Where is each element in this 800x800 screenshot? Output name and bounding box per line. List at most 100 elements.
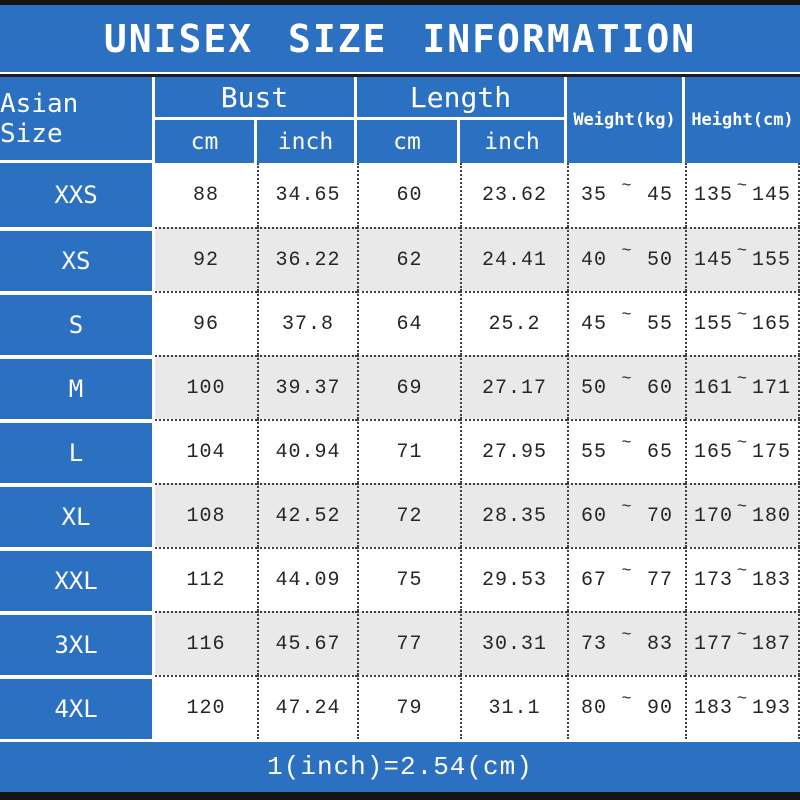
table-header: Asian Size Bust Length Weight(kg) Height… bbox=[0, 77, 800, 163]
tilde: ~ bbox=[736, 625, 749, 645]
weight-range-cell: 55 ~ 65 bbox=[567, 419, 685, 483]
size-cell: XS bbox=[0, 227, 155, 291]
height-max: 183 bbox=[751, 568, 791, 592]
table-row-m: M 100 39.37 69 27.17 50 ~ 60 161 ~ 171 bbox=[0, 355, 800, 419]
weight-range-cell: 80 ~ 90 bbox=[567, 675, 685, 739]
height-range-cell: 165 ~ 175 bbox=[685, 419, 800, 483]
height-range-cell: 177 ~ 187 bbox=[685, 611, 800, 675]
weight-range-cell: 60 ~ 70 bbox=[567, 483, 685, 547]
header-bust: Bust bbox=[155, 77, 357, 120]
weight-min: 73 bbox=[581, 632, 608, 656]
title-divider-white bbox=[0, 72, 800, 74]
height-max: 193 bbox=[751, 696, 791, 720]
height-range-cell: 135 ~ 145 bbox=[685, 163, 800, 227]
tilde: ~ bbox=[621, 689, 633, 709]
table-row-xs: XS 92 36.22 62 24.41 40 ~ 50 145 ~ 155 bbox=[0, 227, 800, 291]
tilde: ~ bbox=[621, 625, 633, 645]
tilde: ~ bbox=[736, 433, 749, 453]
bust-inch-cell: 44.09 bbox=[257, 547, 357, 611]
length-inch-cell: 27.17 bbox=[460, 355, 567, 419]
size-cell: S bbox=[0, 291, 155, 355]
bust-cm-cell: 116 bbox=[155, 611, 257, 675]
length-cm-cell: 60 bbox=[357, 163, 460, 227]
header-weight: Weight(kg) bbox=[567, 77, 685, 163]
weight-range-cell: 35 ~ 45 bbox=[567, 163, 685, 227]
height-min: 135 bbox=[694, 183, 734, 207]
weight-range-cell: 50 ~ 60 bbox=[567, 355, 685, 419]
weight-max: 45 bbox=[646, 183, 673, 207]
bust-cm-cell: 92 bbox=[155, 227, 257, 291]
conversion-note: 1(inch)=2.54(cm) bbox=[267, 752, 533, 782]
page-title: UNISEX SIZE INFORMATION bbox=[103, 16, 697, 61]
weight-min: 60 bbox=[581, 504, 608, 528]
weight-max: 77 bbox=[646, 568, 673, 592]
bust-inch-cell: 40.94 bbox=[257, 419, 357, 483]
header-length-inch: inch bbox=[460, 120, 567, 163]
tilde: ~ bbox=[621, 561, 633, 581]
length-inch-cell: 29.53 bbox=[460, 547, 567, 611]
weight-min: 50 bbox=[581, 376, 608, 400]
bust-cm-cell: 108 bbox=[155, 483, 257, 547]
bust-cm-cell: 104 bbox=[155, 419, 257, 483]
weight-max: 55 bbox=[646, 312, 673, 336]
title-bar: UNISEX SIZE INFORMATION bbox=[0, 5, 800, 72]
length-inch-cell: 31.1 bbox=[460, 675, 567, 739]
height-max: 171 bbox=[751, 376, 791, 400]
length-inch-cell: 28.35 bbox=[460, 483, 567, 547]
table-body: XXS 88 34.65 60 23.62 35 ~ 45 135 ~ 145 … bbox=[0, 163, 800, 739]
weight-min: 40 bbox=[581, 248, 608, 272]
height-min: 155 bbox=[694, 312, 734, 336]
table-row-s: S 96 37.8 64 25.2 45 ~ 55 155 ~ 165 bbox=[0, 291, 800, 355]
header-length: Length bbox=[357, 77, 567, 120]
tilde: ~ bbox=[621, 369, 633, 389]
height-min: 183 bbox=[694, 696, 734, 720]
size-cell: M bbox=[0, 355, 155, 419]
footer-bar: 1(inch)=2.54(cm) bbox=[0, 742, 800, 792]
tilde: ~ bbox=[621, 176, 633, 196]
tilde: ~ bbox=[736, 241, 749, 261]
weight-range-cell: 40 ~ 50 bbox=[567, 227, 685, 291]
weight-range-cell: 73 ~ 83 bbox=[567, 611, 685, 675]
tilde: ~ bbox=[736, 369, 749, 389]
tilde: ~ bbox=[621, 497, 633, 517]
bottom-black-bar bbox=[0, 792, 800, 800]
length-inch-cell: 30.31 bbox=[460, 611, 567, 675]
footer-gap bbox=[0, 739, 800, 742]
length-inch-cell: 27.95 bbox=[460, 419, 567, 483]
header-asian-size: Asian Size bbox=[0, 77, 155, 163]
table-row-xl: XL 108 42.52 72 28.35 60 ~ 70 170 ~ 180 bbox=[0, 483, 800, 547]
bust-inch-cell: 39.37 bbox=[257, 355, 357, 419]
height-max: 175 bbox=[751, 440, 791, 464]
bust-cm-cell: 96 bbox=[155, 291, 257, 355]
height-range-cell: 145 ~ 155 bbox=[685, 227, 800, 291]
length-cm-cell: 75 bbox=[357, 547, 460, 611]
header-length-cm: cm bbox=[357, 120, 460, 163]
length-cm-cell: 72 bbox=[357, 483, 460, 547]
bust-inch-cell: 37.8 bbox=[257, 291, 357, 355]
height-max: 180 bbox=[751, 504, 791, 528]
table-row-xxl: XXL 112 44.09 75 29.53 67 ~ 77 173 ~ 183 bbox=[0, 547, 800, 611]
weight-min: 80 bbox=[581, 696, 608, 720]
size-cell: XL bbox=[0, 483, 155, 547]
height-max: 155 bbox=[751, 248, 791, 272]
length-cm-cell: 71 bbox=[357, 419, 460, 483]
size-cell: 4XL bbox=[0, 675, 155, 739]
tilde: ~ bbox=[736, 561, 749, 581]
table-row-xxs: XXS 88 34.65 60 23.62 35 ~ 45 135 ~ 145 bbox=[0, 163, 800, 227]
bust-inch-cell: 34.65 bbox=[257, 163, 357, 227]
table-row-l: L 104 40.94 71 27.95 55 ~ 65 165 ~ 175 bbox=[0, 419, 800, 483]
height-range-cell: 183 ~ 193 bbox=[685, 675, 800, 739]
table-row-3xl: 3XL 116 45.67 77 30.31 73 ~ 83 177 ~ 187 bbox=[0, 611, 800, 675]
length-cm-cell: 69 bbox=[357, 355, 460, 419]
bust-inch-cell: 42.52 bbox=[257, 483, 357, 547]
height-min: 165 bbox=[694, 440, 734, 464]
bust-inch-cell: 45.67 bbox=[257, 611, 357, 675]
weight-range-cell: 45 ~ 55 bbox=[567, 291, 685, 355]
weight-min: 55 bbox=[581, 440, 608, 464]
height-max: 187 bbox=[751, 632, 791, 656]
bust-cm-cell: 120 bbox=[155, 675, 257, 739]
title-divider-dark bbox=[0, 74, 800, 77]
weight-max: 65 bbox=[646, 440, 673, 464]
length-cm-cell: 79 bbox=[357, 675, 460, 739]
